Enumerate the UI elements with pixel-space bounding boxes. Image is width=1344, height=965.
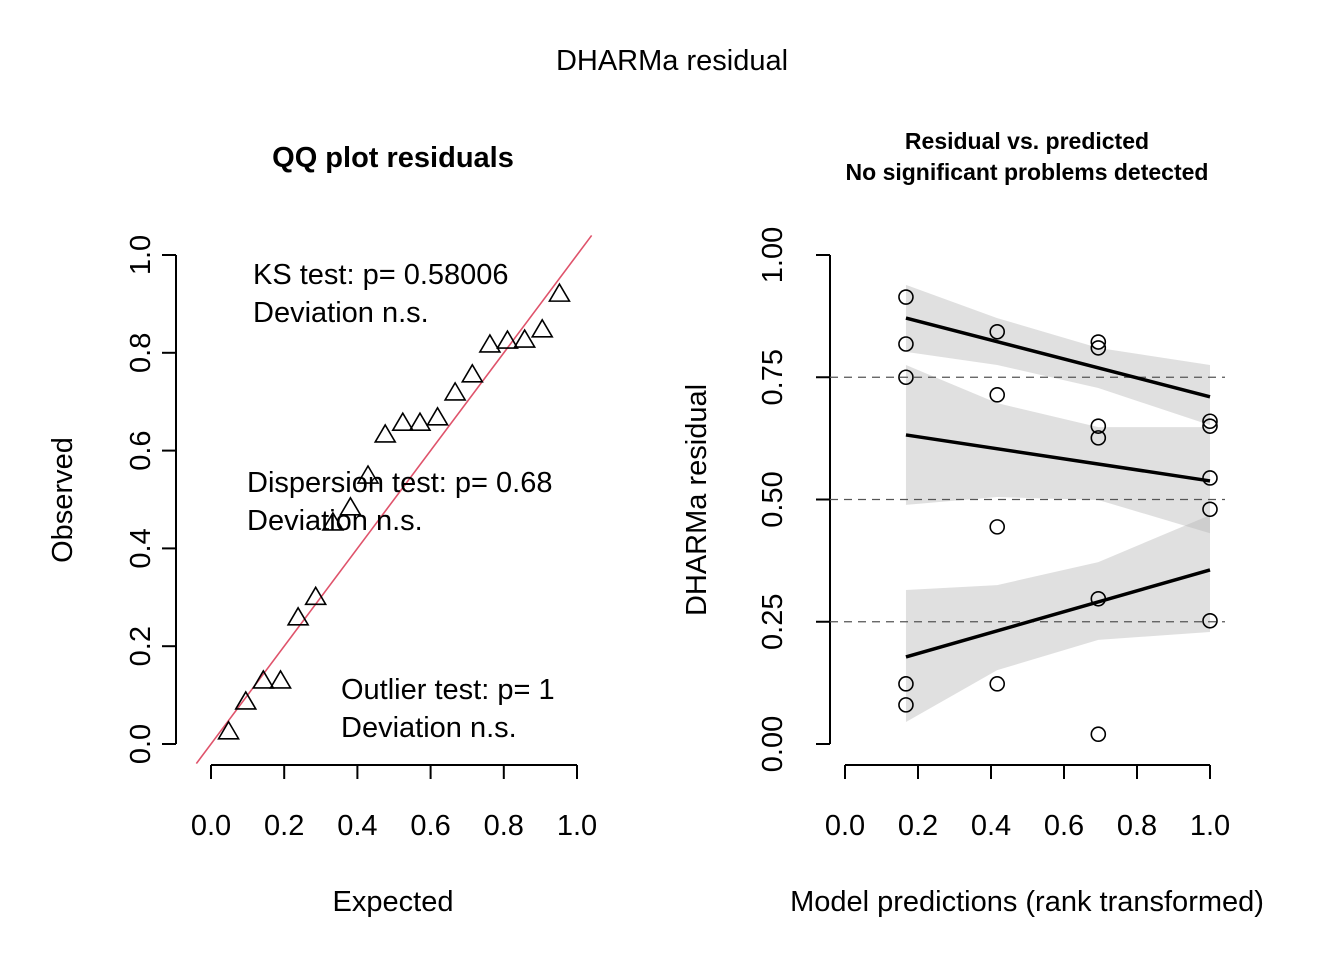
x-tick-label: 1.0 bbox=[557, 810, 597, 842]
panel-title: Residual vs. predicted bbox=[905, 128, 1149, 154]
test-annotation: Deviation n.s. bbox=[253, 297, 429, 329]
x-tick-label: 0.2 bbox=[264, 810, 304, 842]
test-annotation: Dispersion test: p= 0.68 bbox=[247, 467, 552, 499]
y-tick-label: 0.25 bbox=[757, 594, 789, 650]
residual-point bbox=[989, 323, 1006, 340]
quantile-band bbox=[905, 365, 1210, 534]
y-tick-label: 0.4 bbox=[125, 528, 157, 568]
panel-title: No significant problems detected bbox=[846, 159, 1209, 185]
residual-point bbox=[1202, 501, 1218, 518]
qq-point bbox=[548, 282, 571, 302]
qq-point bbox=[496, 329, 519, 349]
y-axis-label: Observed bbox=[47, 437, 79, 563]
x-tick-label: 0.2 bbox=[898, 810, 938, 842]
qq-point bbox=[234, 690, 258, 710]
y-tick-label: 0.75 bbox=[757, 349, 789, 405]
qq-point bbox=[443, 381, 467, 401]
qq-point bbox=[339, 496, 362, 516]
residual-point bbox=[1202, 413, 1218, 430]
residual-point bbox=[898, 676, 914, 692]
residual-point bbox=[1090, 726, 1107, 743]
y-tick-label: 0.8 bbox=[125, 333, 157, 373]
y-tick-label: 0.0 bbox=[125, 724, 157, 764]
residual-point bbox=[1090, 430, 1107, 446]
residual-point bbox=[1202, 612, 1218, 629]
qq-point bbox=[530, 318, 554, 338]
x-tick-label: 0.6 bbox=[1044, 810, 1084, 842]
residual-point bbox=[898, 369, 914, 386]
y-tick-label: 0.50 bbox=[757, 471, 789, 527]
qq-plot-panel: QQ plot residuals 0.0 0.2 0.4 0.6 0.8 1.0 0.0 0.… bbox=[47, 142, 597, 918]
qq-point bbox=[217, 720, 240, 740]
qq-point bbox=[373, 423, 397, 443]
qq-point bbox=[513, 328, 537, 348]
residual-point bbox=[1090, 334, 1107, 350]
x-tick-label: 0.6 bbox=[410, 810, 450, 842]
test-annotation: KS test: p= 0.58006 bbox=[253, 259, 509, 291]
y-tick-label: 1.00 bbox=[757, 227, 789, 283]
qq-point bbox=[408, 411, 432, 432]
residual-point bbox=[989, 519, 1006, 535]
x-tick-label: 1.0 bbox=[1190, 810, 1230, 842]
x-tick-label: 0.4 bbox=[971, 810, 1011, 842]
qq-point bbox=[304, 585, 328, 606]
panel-title: QQ plot residuals bbox=[272, 142, 514, 174]
test-annotation: Outlier test: p= 1 bbox=[341, 674, 555, 706]
x-tick-label: 0.8 bbox=[484, 810, 524, 842]
x-tick-label: 0.4 bbox=[337, 810, 377, 842]
residual-point bbox=[989, 387, 1006, 403]
x-tick-label: 0.0 bbox=[825, 810, 865, 842]
quantile-line bbox=[905, 433, 1211, 483]
quantile-line bbox=[905, 568, 1211, 659]
reference-line bbox=[195, 234, 593, 765]
test-annotation: Deviation n.s. bbox=[341, 712, 517, 744]
residual-point bbox=[1202, 418, 1218, 434]
x-axis-label: Model predictions (rank transformed) bbox=[790, 886, 1264, 918]
residual-point bbox=[1090, 340, 1107, 356]
y-tick-label: 0.00 bbox=[757, 716, 789, 772]
quantile-band bbox=[905, 284, 1210, 426]
x-axis-label: Expected bbox=[333, 886, 454, 918]
x-tick-label: 0.8 bbox=[1117, 810, 1157, 842]
quantile-line bbox=[905, 316, 1211, 399]
quantile-band bbox=[905, 515, 1210, 722]
qq-point bbox=[391, 411, 415, 432]
qq-point bbox=[478, 333, 502, 353]
y-axis-label: DHARMa residual bbox=[681, 384, 713, 616]
residual-point bbox=[898, 289, 914, 305]
residual-point bbox=[898, 336, 914, 352]
y-tick-label: 0.2 bbox=[125, 626, 157, 666]
qq-point bbox=[460, 363, 484, 383]
residual-point bbox=[1202, 470, 1218, 486]
qq-point bbox=[356, 464, 380, 484]
qq-point bbox=[321, 511, 345, 531]
qq-point bbox=[251, 669, 275, 689]
y-tick-label: 1.0 bbox=[125, 235, 157, 275]
y-tick-label: 0.6 bbox=[125, 430, 157, 470]
figure-title: DHARMa residual bbox=[556, 45, 788, 77]
x-tick-label: 0.0 bbox=[191, 810, 231, 842]
residual-point bbox=[898, 697, 914, 713]
residual-point bbox=[1090, 418, 1107, 434]
residual-point bbox=[989, 676, 1006, 692]
residual-point bbox=[1090, 590, 1107, 607]
qq-point bbox=[426, 406, 449, 426]
test-annotation: Deviation n.s. bbox=[247, 505, 423, 537]
qq-point bbox=[269, 669, 292, 689]
residual-vs-predicted-panel: Residual vs. predicted No significant pro… bbox=[681, 128, 1264, 918]
qq-point bbox=[286, 606, 310, 626]
